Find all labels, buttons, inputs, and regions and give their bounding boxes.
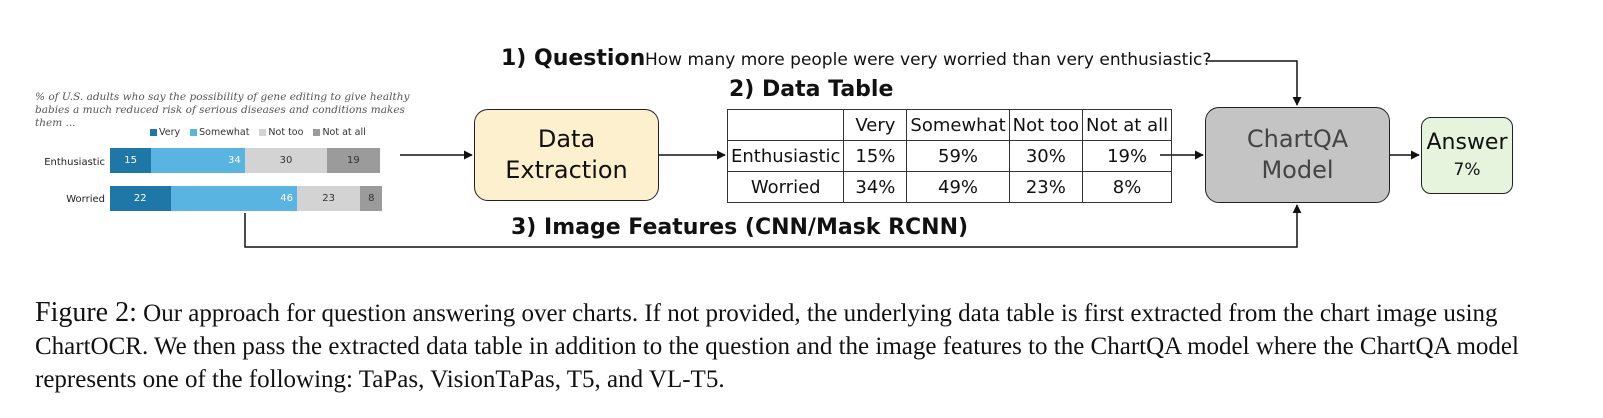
bar-value-label: 22 bbox=[133, 193, 147, 204]
table-cell: 23% bbox=[1008, 171, 1084, 203]
question-text: How many more people were very worried t… bbox=[645, 50, 1212, 70]
data-table-heading: 2) Data Table bbox=[729, 77, 894, 102]
chartqa-model-box: ChartQA Model bbox=[1205, 107, 1390, 203]
legend-label: Somewhat bbox=[199, 127, 250, 138]
model-line-2: Model bbox=[1261, 156, 1334, 184]
bar-value-label: 34 bbox=[228, 155, 241, 166]
legend-label: Very bbox=[159, 127, 181, 138]
table-cell: 15% bbox=[843, 140, 908, 172]
bar-segment: 8 bbox=[360, 186, 383, 211]
table-cell: Worried bbox=[726, 171, 845, 203]
table-cell: 19% bbox=[1082, 140, 1173, 172]
model-line-1: ChartQA bbox=[1246, 125, 1349, 153]
chart-caption: % of U.S. adults who say the possibility… bbox=[35, 91, 410, 129]
legend-label: Not too bbox=[268, 127, 304, 138]
table-header-cell: Not too bbox=[1008, 109, 1084, 141]
extraction-line-2: Extraction bbox=[505, 156, 628, 184]
bar-segment: 46 bbox=[170, 186, 297, 211]
legend-item: Very bbox=[150, 127, 180, 138]
table-cell: 30% bbox=[1008, 140, 1084, 172]
legend-item: Somewhat bbox=[190, 127, 249, 138]
bar-value-label: 46 bbox=[280, 193, 293, 204]
bar-segment: 15 bbox=[110, 148, 152, 173]
answer-title: Answer bbox=[1426, 129, 1508, 155]
chart-legend: Very Somewhat Not too Not at all bbox=[150, 127, 366, 138]
bar-value-label: 15 bbox=[124, 155, 137, 166]
legend-swatch bbox=[313, 129, 321, 136]
chart-row-label: Enthusiastic bbox=[44, 157, 105, 168]
table-header-cell: Not at all bbox=[1082, 109, 1173, 141]
bar-segment: 23 bbox=[297, 186, 361, 211]
question-heading: 1) Question bbox=[501, 46, 646, 71]
table-header-row: Very Somewhat Not too Not at all bbox=[726, 109, 1173, 141]
arrow-question-to-model bbox=[1207, 60, 1302, 106]
bar-value-label: 8 bbox=[368, 193, 375, 204]
bar-value-label: 19 bbox=[347, 155, 360, 166]
table-cell: 34% bbox=[843, 171, 908, 203]
figure-label: Figure 2: bbox=[35, 297, 137, 328]
data-extraction-box: Data Extraction bbox=[474, 109, 659, 201]
figure-caption: Figure 2: Our approach for question answ… bbox=[35, 296, 1570, 396]
table-header-cell bbox=[726, 109, 845, 141]
bar-value-label: 30 bbox=[279, 155, 293, 166]
table-cell: 49% bbox=[906, 171, 1010, 203]
legend-swatch bbox=[150, 129, 157, 136]
bar-segment: 19 bbox=[327, 148, 380, 173]
data-table: Very Somewhat Not too Not at all Enthusi… bbox=[726, 109, 1173, 203]
legend-item: Not too bbox=[259, 127, 303, 138]
table-cell: Enthusiastic bbox=[726, 140, 845, 172]
table-cell: 59% bbox=[906, 140, 1010, 172]
bar-value-label: 23 bbox=[322, 193, 335, 204]
answer-box: Answer 7% bbox=[1421, 117, 1513, 194]
table-header-cell: Very bbox=[843, 109, 908, 141]
table-header-cell: Somewhat bbox=[906, 109, 1010, 141]
legend-swatch bbox=[259, 129, 267, 136]
legend-swatch bbox=[190, 129, 198, 136]
arrow-image-features-to-model bbox=[244, 204, 1302, 248]
table-row: Enthusiastic 15% 59% 30% 19% bbox=[726, 140, 1173, 172]
chart-row-label: Worried bbox=[66, 194, 105, 205]
bar-segment: 34 bbox=[151, 148, 245, 173]
figure-caption-text: Our approach for question answering over… bbox=[35, 300, 1519, 393]
image-features-heading: 3) Image Features (CNN/Mask RCNN) bbox=[511, 215, 969, 240]
table-cell: 8% bbox=[1082, 171, 1173, 203]
table-row: Worried 34% 49% 23% 8% bbox=[726, 171, 1173, 203]
bar-segment: 22 bbox=[110, 186, 171, 211]
bar-segment: 30 bbox=[244, 148, 328, 173]
legend-item: Not at all bbox=[313, 127, 366, 138]
answer-value: 7% bbox=[1453, 159, 1481, 180]
extraction-line-1: Data bbox=[537, 125, 596, 153]
legend-label: Not at all bbox=[322, 127, 366, 138]
